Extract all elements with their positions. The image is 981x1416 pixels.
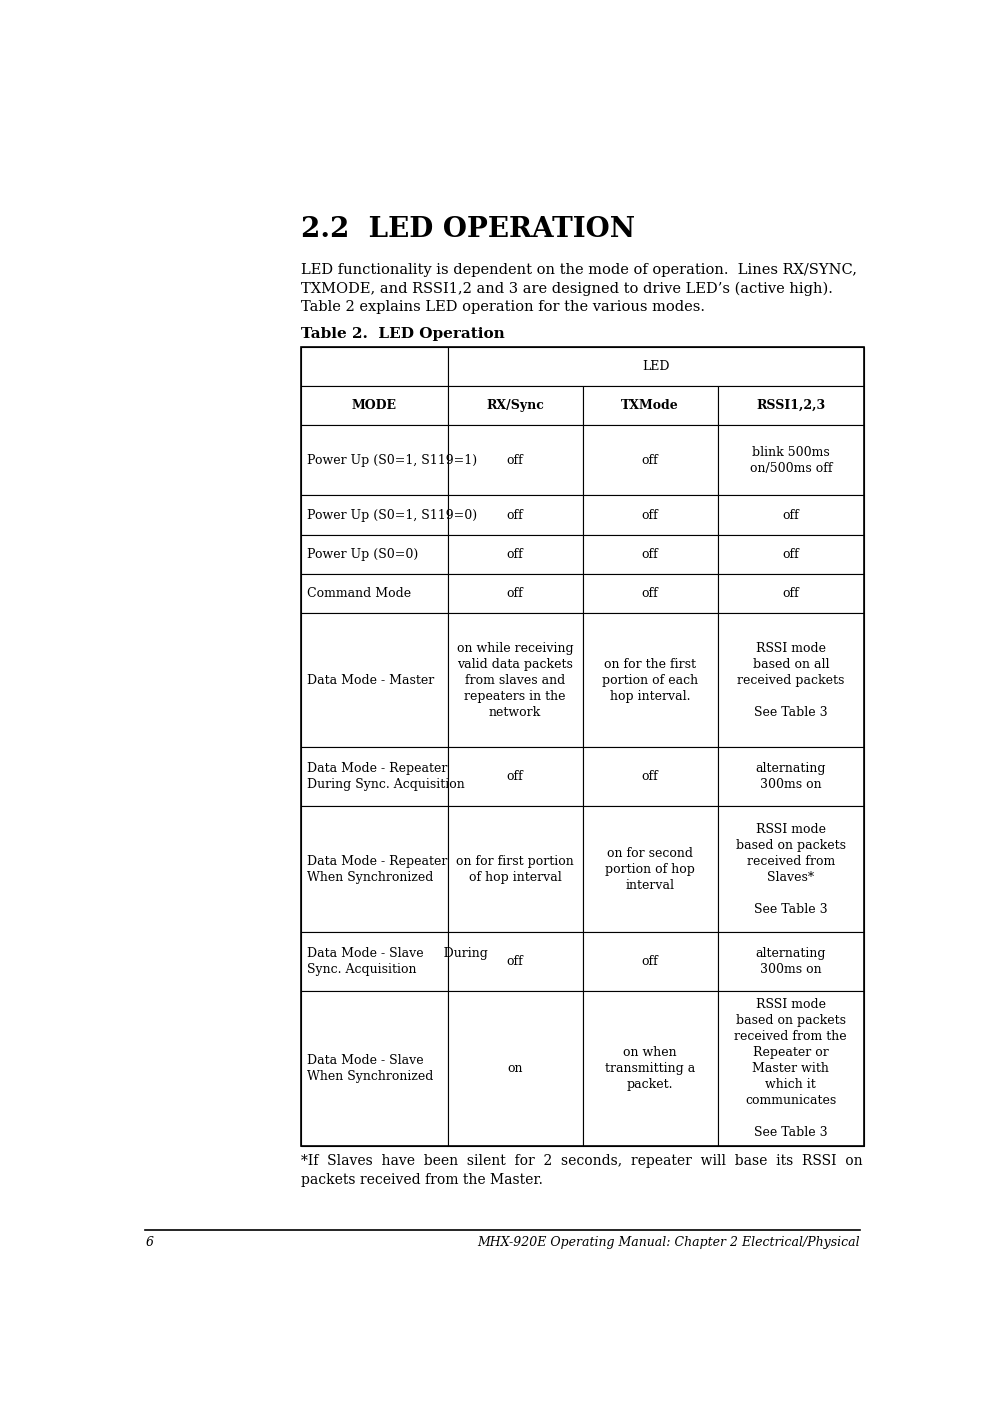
Text: Command Mode: Command Mode xyxy=(307,588,411,600)
Bar xyxy=(301,347,864,1146)
Text: alternating
300ms on: alternating 300ms on xyxy=(755,762,826,792)
Text: Data Mode - Master: Data Mode - Master xyxy=(307,674,435,687)
Bar xyxy=(583,496,718,535)
Text: Data Mode - Repeater
When Synchronized: Data Mode - Repeater When Synchronized xyxy=(307,854,447,884)
Text: 6: 6 xyxy=(145,1236,153,1249)
Text: on while receiving
valid data packets
from slaves and
repeaters in the
network: on while receiving valid data packets fr… xyxy=(457,641,573,719)
Bar xyxy=(718,613,864,746)
Bar xyxy=(301,347,447,387)
Text: off: off xyxy=(642,588,658,600)
Text: 2.2  LED OPERATION: 2.2 LED OPERATION xyxy=(301,215,636,242)
Text: RSSI mode
based on packets
received from
Slaves*

See Table 3: RSSI mode based on packets received from… xyxy=(736,823,846,916)
Bar xyxy=(447,387,583,425)
Text: RSSI1,2,3: RSSI1,2,3 xyxy=(756,399,825,412)
Text: RSSI mode
based on all
received packets

See Table 3: RSSI mode based on all received packets … xyxy=(737,641,845,719)
Text: RX/Sync: RX/Sync xyxy=(487,399,544,412)
Text: blink 500ms
on/500ms off: blink 500ms on/500ms off xyxy=(749,446,832,474)
Bar xyxy=(301,746,447,806)
Text: RSSI mode
based on packets
received from the
Repeater or
Master with
which it
co: RSSI mode based on packets received from… xyxy=(735,998,847,1138)
Bar xyxy=(447,613,583,746)
Text: off: off xyxy=(507,956,524,969)
Text: MHX-920E Operating Manual: Chapter 2 Electrical/Physical: MHX-920E Operating Manual: Chapter 2 Ele… xyxy=(478,1236,860,1249)
Bar xyxy=(301,932,447,991)
Bar xyxy=(583,806,718,932)
Bar xyxy=(718,806,864,932)
Bar xyxy=(301,387,447,425)
Bar xyxy=(718,425,864,496)
Text: alternating
300ms on: alternating 300ms on xyxy=(755,947,826,976)
Bar xyxy=(301,425,447,496)
Bar xyxy=(447,991,583,1146)
Text: LED: LED xyxy=(642,360,669,372)
Text: off: off xyxy=(642,770,658,783)
Bar xyxy=(583,613,718,746)
Text: Data Mode - Repeater
During Sync. Acquisition: Data Mode - Repeater During Sync. Acquis… xyxy=(307,762,465,792)
Text: off: off xyxy=(642,453,658,467)
Bar xyxy=(301,991,447,1146)
Text: on for first portion
of hop interval: on for first portion of hop interval xyxy=(456,854,574,884)
Text: Power Up (S0=0): Power Up (S0=0) xyxy=(307,548,419,561)
Bar xyxy=(447,932,583,991)
Text: Table 2.  LED Operation: Table 2. LED Operation xyxy=(301,327,505,341)
Text: TXMode: TXMode xyxy=(621,399,679,412)
Bar xyxy=(301,496,447,535)
Bar xyxy=(718,387,864,425)
Text: on for second
portion of hop
interval: on for second portion of hop interval xyxy=(605,847,696,892)
Text: off: off xyxy=(642,508,658,521)
Text: off: off xyxy=(507,548,524,561)
Text: off: off xyxy=(783,588,800,600)
Bar xyxy=(718,496,864,535)
Bar xyxy=(447,425,583,496)
Text: on when
transmitting a
packet.: on when transmitting a packet. xyxy=(605,1046,696,1090)
Bar xyxy=(583,387,718,425)
Text: off: off xyxy=(642,548,658,561)
Text: Power Up (S0=1, S119=1): Power Up (S0=1, S119=1) xyxy=(307,453,478,467)
Text: off: off xyxy=(507,770,524,783)
Text: LED functionality is dependent on the mode of operation.  Lines RX/SYNC,
TXMODE,: LED functionality is dependent on the mo… xyxy=(301,262,857,314)
Text: off: off xyxy=(783,548,800,561)
Text: Power Up (S0=1, S119=0): Power Up (S0=1, S119=0) xyxy=(307,508,478,521)
Text: on: on xyxy=(507,1062,523,1075)
Bar xyxy=(447,535,583,573)
Bar xyxy=(583,573,718,613)
Bar xyxy=(301,806,447,932)
Text: off: off xyxy=(507,508,524,521)
Text: off: off xyxy=(507,588,524,600)
Bar xyxy=(301,613,447,746)
Bar xyxy=(447,496,583,535)
Text: Data Mode - Slave     During
Sync. Acquisition: Data Mode - Slave During Sync. Acquisiti… xyxy=(307,947,489,976)
Bar xyxy=(301,573,447,613)
Bar xyxy=(583,991,718,1146)
Bar xyxy=(447,806,583,932)
Text: off: off xyxy=(642,956,658,969)
Text: Data Mode - Slave
When Synchronized: Data Mode - Slave When Synchronized xyxy=(307,1054,434,1083)
Bar xyxy=(583,425,718,496)
Bar xyxy=(718,573,864,613)
Bar xyxy=(301,535,447,573)
Text: on for the first
portion of each
hop interval.: on for the first portion of each hop int… xyxy=(602,657,698,702)
Bar xyxy=(718,535,864,573)
Bar xyxy=(583,535,718,573)
Bar xyxy=(447,573,583,613)
Bar xyxy=(718,991,864,1146)
Bar xyxy=(718,746,864,806)
Bar xyxy=(583,932,718,991)
Bar xyxy=(718,932,864,991)
Text: *If  Slaves  have  been  silent  for  2  seconds,  repeater  will  base  its  RS: *If Slaves have been silent for 2 second… xyxy=(301,1154,863,1187)
Text: off: off xyxy=(507,453,524,467)
Bar xyxy=(447,746,583,806)
Text: MODE: MODE xyxy=(352,399,397,412)
Bar xyxy=(447,347,864,387)
Bar xyxy=(583,746,718,806)
Text: off: off xyxy=(783,508,800,521)
